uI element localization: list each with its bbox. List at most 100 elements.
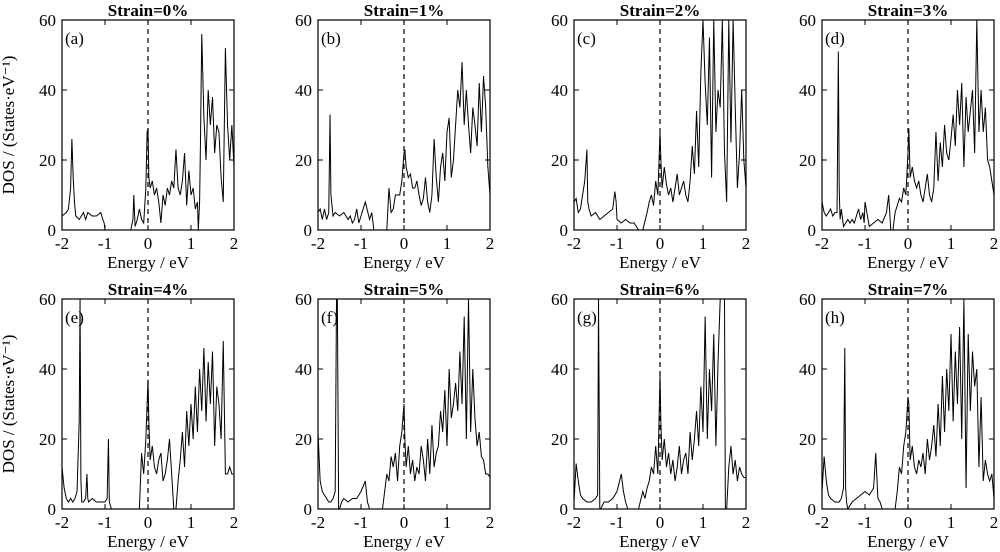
panel-label: (e) xyxy=(65,308,84,327)
x-tick-label: 0 xyxy=(656,234,665,253)
y-tick-label: 60 xyxy=(799,290,816,309)
x-tick-label: 0 xyxy=(904,234,913,253)
y-tick-label: 60 xyxy=(39,290,56,309)
y-tick-label: 40 xyxy=(39,360,56,379)
panel-label: (d) xyxy=(825,29,845,48)
x-tick-label: 0 xyxy=(144,513,153,532)
dos-series-line xyxy=(62,299,234,509)
dos-series-line xyxy=(822,20,994,230)
y-tick-label: 60 xyxy=(551,290,568,309)
x-axis-label: Energy / eV xyxy=(107,253,190,272)
panel-title: Strain=2% xyxy=(620,1,701,20)
x-tick-label: -1 xyxy=(610,234,624,253)
x-tick-label: 2 xyxy=(742,234,751,253)
x-tick-label: -2 xyxy=(815,513,829,532)
x-tick-label: 1 xyxy=(443,513,452,532)
x-tick-label: 0 xyxy=(400,513,409,532)
y-tick-label: 20 xyxy=(295,151,312,170)
dos-series-line xyxy=(574,299,746,509)
x-tick-label: 1 xyxy=(187,513,196,532)
y-tick-label: 0 xyxy=(48,221,57,240)
y-tick-label: 0 xyxy=(808,221,817,240)
x-tick-label: -1 xyxy=(858,234,872,253)
x-tick-label: -1 xyxy=(610,513,624,532)
x-tick-label: -1 xyxy=(858,513,872,532)
y-tick-label: 40 xyxy=(295,81,312,100)
y-tick-label: 0 xyxy=(808,500,817,519)
y-tick-label: 20 xyxy=(551,151,568,170)
x-axis-label: Energy / eV xyxy=(363,532,446,551)
y-tick-label: 0 xyxy=(560,221,569,240)
y-tick-label: 40 xyxy=(39,81,56,100)
x-tick-label: 0 xyxy=(400,234,409,253)
panel-label: (g) xyxy=(577,308,597,327)
panel-label: (f) xyxy=(321,308,338,327)
y-tick-label: 20 xyxy=(551,430,568,449)
x-tick-label: -2 xyxy=(567,234,581,253)
x-axis-label: Energy / eV xyxy=(619,253,702,272)
x-tick-label: 0 xyxy=(144,234,153,253)
x-tick-label: 1 xyxy=(699,234,708,253)
panel-title: Strain=1% xyxy=(364,1,445,20)
panel-title: Strain=5% xyxy=(364,280,445,299)
dos-series-line xyxy=(318,61,490,230)
x-tick-label: 2 xyxy=(486,234,495,253)
x-tick-label: -1 xyxy=(98,513,112,532)
dos-series-line xyxy=(574,20,746,230)
x-tick-label: -2 xyxy=(311,234,325,253)
y-tick-label: 40 xyxy=(799,360,816,379)
x-tick-label: 2 xyxy=(990,513,999,532)
dos-series-line xyxy=(318,299,490,509)
y-tick-label: 40 xyxy=(551,81,568,100)
x-tick-label: -1 xyxy=(354,234,368,253)
x-tick-label: 2 xyxy=(742,513,751,532)
y-tick-label: 60 xyxy=(39,11,56,30)
x-tick-label: 1 xyxy=(699,513,708,532)
x-tick-label: 2 xyxy=(230,513,239,532)
y-tick-label: 0 xyxy=(304,221,313,240)
y-axis-label: DOS / (States·eV⁻¹) xyxy=(0,335,18,474)
panel-title: Strain=4% xyxy=(108,280,189,299)
x-tick-label: -2 xyxy=(567,513,581,532)
x-tick-label: 2 xyxy=(230,234,239,253)
dos-series-line xyxy=(822,299,994,509)
dos-series-line xyxy=(62,33,234,230)
y-tick-label: 60 xyxy=(295,290,312,309)
x-tick-label: 2 xyxy=(486,513,495,532)
y-tick-label: 20 xyxy=(39,430,56,449)
x-tick-label: -2 xyxy=(55,513,69,532)
y-tick-label: 20 xyxy=(39,151,56,170)
x-axis-label: Energy / eV xyxy=(107,532,190,551)
panel-title: Strain=3% xyxy=(868,1,949,20)
y-tick-label: 40 xyxy=(551,360,568,379)
y-tick-label: 60 xyxy=(295,11,312,30)
y-axis-label: DOS / (States·eV⁻¹) xyxy=(0,56,18,195)
y-tick-label: 60 xyxy=(551,11,568,30)
y-tick-label: 0 xyxy=(560,500,569,519)
y-tick-label: 20 xyxy=(799,430,816,449)
x-tick-label: -2 xyxy=(815,234,829,253)
y-tick-label: 40 xyxy=(799,81,816,100)
x-tick-label: -2 xyxy=(55,234,69,253)
x-tick-label: 1 xyxy=(443,234,452,253)
y-tick-label: 20 xyxy=(295,430,312,449)
x-tick-label: 1 xyxy=(187,234,196,253)
x-axis-label: Energy / eV xyxy=(867,253,950,272)
y-tick-label: 0 xyxy=(304,500,313,519)
panel-label: (c) xyxy=(577,29,596,48)
x-axis-label: Energy / eV xyxy=(619,532,702,551)
y-tick-label: 20 xyxy=(799,151,816,170)
x-tick-label: 0 xyxy=(656,513,665,532)
x-tick-label: -1 xyxy=(354,513,368,532)
panel-label: (h) xyxy=(825,308,845,327)
y-tick-label: 40 xyxy=(295,360,312,379)
x-axis-label: Energy / eV xyxy=(867,532,950,551)
x-tick-label: -2 xyxy=(311,513,325,532)
